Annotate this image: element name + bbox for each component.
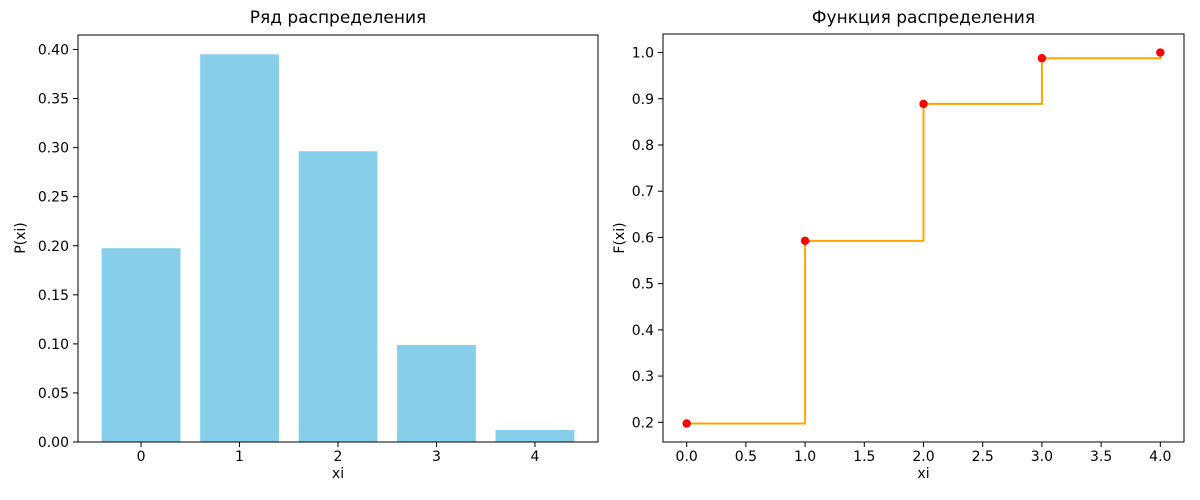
x-tick-label: 1.5 [853, 449, 875, 465]
bar-chart-title: Ряд распределения [249, 8, 427, 28]
y-tick-label: 0.00 [38, 435, 69, 451]
x-tick-label: 3.5 [1090, 449, 1112, 465]
y-tick-label: 0.3 [632, 369, 654, 385]
bar-chart-y-axis-label: P(xi) [13, 222, 29, 254]
bar [495, 429, 575, 442]
y-tick-label: 0.30 [38, 141, 69, 157]
y-tick-label: 0.15 [38, 288, 69, 304]
y-tick-label: 0.10 [38, 337, 69, 353]
step-chart-canvas: 0.0 0.5 1.0 1.5 2.0 2.5 3.0 3.5 4.0 0.2 0.3 0.4 0.5 0… [632, 33, 1185, 465]
x-tick-label: 2.5 [972, 449, 994, 465]
y-tick-label: 0.6 [632, 230, 654, 246]
x-tick-label: 2 [334, 449, 343, 465]
bar-chart-panel: 0 1 2 3 4 0.00 0.05 0.10 0.15 0.20 0.25 0.30 0.35 0.4… [13, 8, 599, 482]
y-tick-label: 0.9 [632, 92, 654, 108]
x-tick-label: 0.5 [735, 449, 757, 465]
bar-chart-canvas: 0 1 2 3 4 0.00 0.05 0.10 0.15 0.20 0.25 0.30 0.35 0.4… [38, 34, 599, 465]
step-line [686, 52, 1162, 425]
data-point-marker [1156, 48, 1165, 57]
data-point-marker [682, 419, 691, 428]
x-tick-label: 3.0 [1031, 449, 1053, 465]
step-chart-title: Функция распределения [811, 8, 1036, 28]
y-tick-label: 0.20 [38, 239, 69, 255]
bar [298, 151, 378, 442]
x-tick-label: 2.0 [912, 449, 934, 465]
axes-frame [77, 34, 599, 443]
x-tick-label: 1 [235, 449, 244, 465]
y-tick-label: 0.2 [632, 415, 654, 431]
x-tick-label: 4 [531, 449, 540, 465]
bar [200, 54, 279, 442]
y-tick-label: 0.40 [38, 43, 69, 59]
bar-chart-x-axis-label: xi [331, 466, 345, 482]
step-chart-y-axis-label: F(xi) [612, 222, 628, 254]
axes-frame [662, 33, 1185, 443]
bar [397, 345, 476, 442]
x-tick-label: 0 [137, 449, 146, 465]
data-point-marker [800, 236, 810, 246]
bar [101, 248, 181, 442]
y-tick-label: 0.5 [632, 277, 654, 293]
y-tick-label: 1.0 [632, 46, 654, 62]
y-tick-label: 0.25 [38, 190, 69, 206]
y-tick-label: 0.05 [38, 386, 69, 402]
data-point-marker [1037, 54, 1047, 63]
data-point-marker [919, 99, 928, 109]
x-tick-label: 3 [432, 449, 441, 465]
step-chart-x-axis-label: xi [917, 466, 930, 482]
y-tick-label: 0.8 [632, 138, 654, 154]
x-tick-label: 0.0 [676, 449, 698, 465]
step-chart-panel: 0.0 0.5 1.0 1.5 2.0 2.5 3.0 3.5 4.0 0.2 0.3 0.4 0.5 0… [600, 0, 1200, 500]
y-tick-label: 0.4 [632, 323, 654, 339]
y-tick-label: 0.7 [632, 184, 654, 200]
y-tick-label: 0.35 [38, 92, 69, 108]
x-tick-label: 4.0 [1149, 449, 1171, 465]
x-tick-label: 1.0 [794, 449, 816, 465]
